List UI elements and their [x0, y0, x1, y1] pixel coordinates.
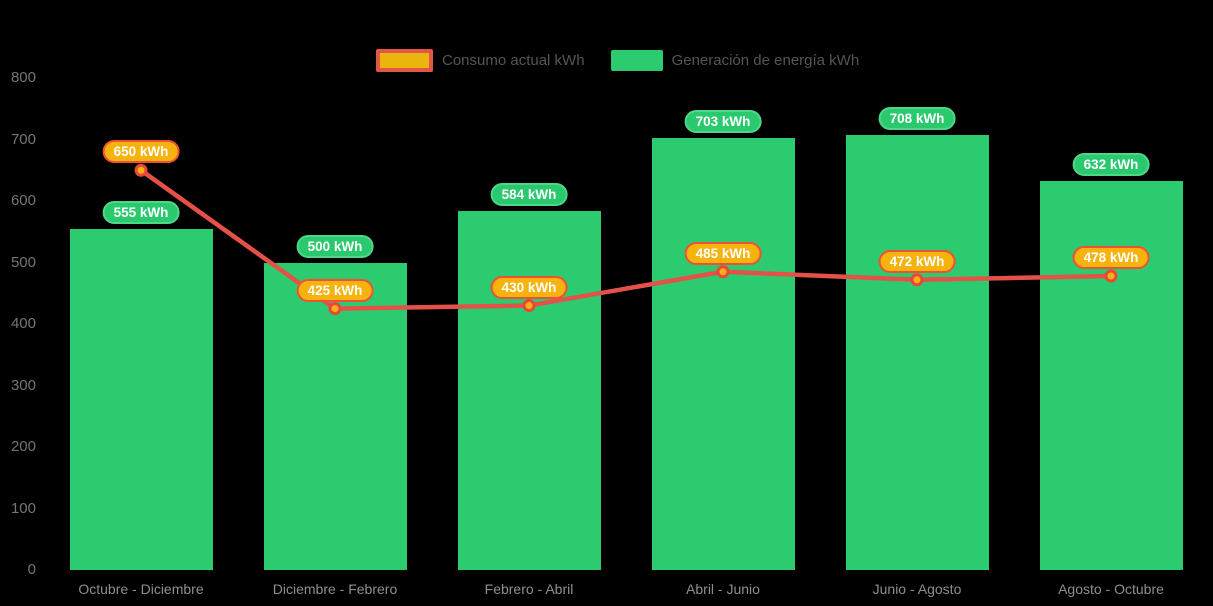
generacion-value-label: 500 kWh	[296, 234, 374, 258]
consumo-point[interactable]	[134, 163, 148, 177]
y-tick-label: 0	[27, 561, 36, 578]
x-category-label: Diciembre - Febrero	[272, 581, 398, 597]
y-tick-label: 600	[10, 192, 36, 209]
y-tick-label: 100	[10, 499, 36, 517]
x-category-label: Abril - Junio	[686, 581, 760, 597]
x-category-label: Febrero - Abril	[484, 581, 574, 597]
generacion-bar[interactable]	[69, 228, 213, 570]
legend-label-consumo: Consumo actual kWh	[442, 52, 585, 69]
generacion-swatch-icon	[610, 50, 663, 71]
legend: Consumo actual kWh Generación de energía…	[376, 49, 859, 72]
consumo-value-label: 650 kWh	[102, 140, 180, 164]
y-tick-label: 700	[10, 130, 36, 148]
y-tick-label: 400	[10, 315, 36, 332]
x-category-label: Octubre - Diciembre	[78, 581, 204, 597]
legend-item-generacion[interactable]: Generación de energía kWh	[610, 50, 860, 71]
y-tick-label: 200	[10, 438, 36, 455]
consumo-point[interactable]	[716, 265, 730, 279]
consumo-value-label: 485 kWh	[684, 241, 762, 265]
consumo-point[interactable]	[910, 273, 924, 287]
generacion-value-label: 632 kWh	[1072, 153, 1150, 177]
y-tick-label: 800	[10, 69, 36, 86]
consumo-value-label: 425 kWh	[296, 278, 374, 302]
x-category-label: Agosto - Octubre	[1058, 581, 1164, 597]
consumo-value-label: 478 kWh	[1072, 246, 1150, 270]
generacion-bar[interactable]	[651, 137, 795, 570]
generacion-value-label: 708 kWh	[878, 106, 956, 130]
x-category-label: Junio - Agosto	[872, 581, 962, 597]
generacion-bar[interactable]	[845, 134, 989, 570]
consumo-swatch-icon	[376, 49, 433, 72]
consumo-point[interactable]	[328, 302, 342, 316]
y-tick-label: 300	[10, 376, 36, 394]
consumo-point[interactable]	[1104, 269, 1118, 283]
generacion-value-label: 703 kWh	[684, 109, 762, 133]
consumo-line	[138, 168, 1114, 311]
generacion-value-label: 555 kWh	[102, 200, 180, 224]
consumo-point[interactable]	[522, 299, 536, 313]
legend-label-generacion: Generación de energía kWh	[671, 52, 860, 69]
generacion-bar[interactable]	[457, 210, 601, 570]
consumo-value-label: 430 kWh	[490, 275, 568, 299]
consumo-value-label: 472 kWh	[878, 249, 956, 273]
generacion-value-label: 584 kWh	[490, 182, 568, 206]
legend-item-consumo[interactable]: Consumo actual kWh	[376, 49, 585, 72]
y-tick-label: 500	[10, 253, 36, 271]
